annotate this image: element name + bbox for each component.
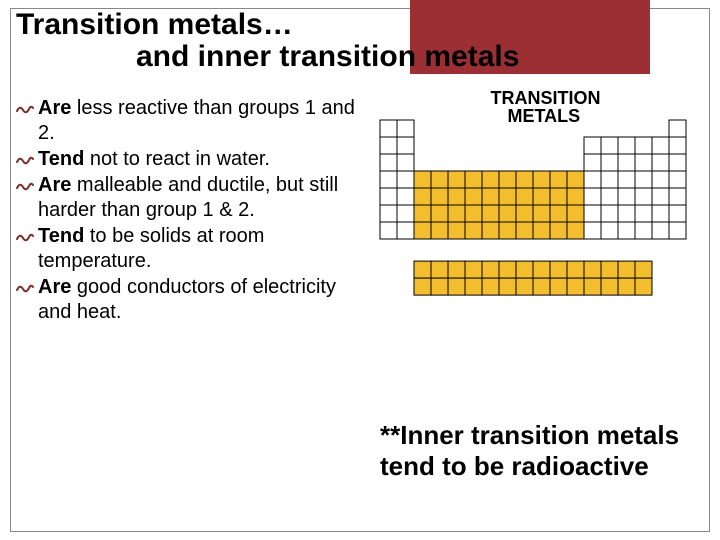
bullet-list: Are less reactive than groups 1 and 2.Te… (16, 96, 370, 326)
title-line-1: Transition metals… (16, 8, 706, 42)
bullet-item: Are good conductors of electricity and h… (16, 275, 370, 325)
title-line-2: and inner transition metals (16, 40, 706, 74)
bullet-text: Are malleable and ductile, but still har… (38, 173, 370, 223)
bullet-icon (16, 179, 34, 198)
bullet-item: Tend not to react in water. (16, 147, 370, 172)
bullet-icon (16, 230, 34, 249)
callout-text: **Inner transition metals tend to be rad… (380, 420, 700, 482)
bullet-text: Tend to be solids at room temperature. (38, 224, 370, 274)
bullet-item: Tend to be solids at room temperature. (16, 224, 370, 274)
bullet-text: Tend not to react in water. (38, 147, 270, 172)
bullet-icon (16, 281, 34, 300)
periodic-table-figure: TRANSITIONMETALS (372, 90, 712, 320)
bullet-item: Are malleable and ductile, but still har… (16, 173, 370, 223)
bullet-text: Are good conductors of electricity and h… (38, 275, 370, 325)
bullet-item: Are less reactive than groups 1 and 2. (16, 96, 370, 146)
bullet-icon (16, 102, 34, 121)
title-block: Transition metals… and inner transition … (16, 8, 706, 74)
svg-text:TRANSITIONMETALS: TRANSITIONMETALS (491, 90, 601, 126)
bullet-icon (16, 153, 34, 172)
bullet-text: Are less reactive than groups 1 and 2. (38, 96, 370, 146)
